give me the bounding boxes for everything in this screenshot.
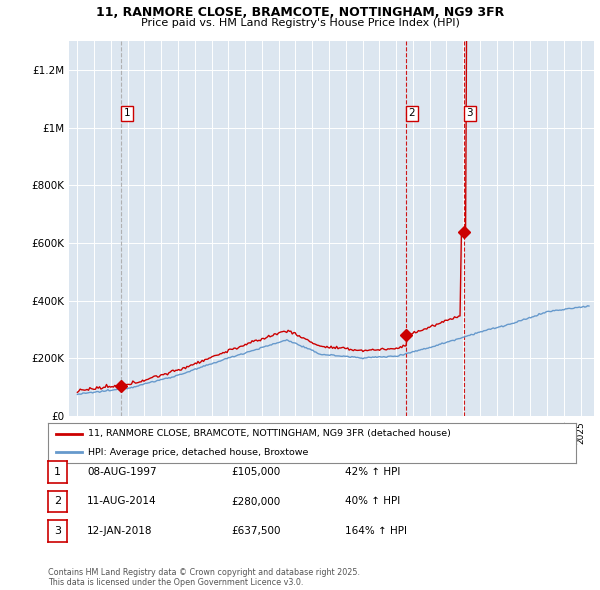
Text: £280,000: £280,000 <box>231 497 280 506</box>
Text: 1: 1 <box>124 109 130 119</box>
Text: 11, RANMORE CLOSE, BRAMCOTE, NOTTINGHAM, NG9 3FR (detached house): 11, RANMORE CLOSE, BRAMCOTE, NOTTINGHAM,… <box>88 430 451 438</box>
Text: 2: 2 <box>54 497 61 506</box>
Text: Contains HM Land Registry data © Crown copyright and database right 2025.
This d: Contains HM Land Registry data © Crown c… <box>48 568 360 587</box>
Text: 11-AUG-2014: 11-AUG-2014 <box>87 497 157 506</box>
Text: 08-AUG-1997: 08-AUG-1997 <box>87 467 157 477</box>
Text: 42% ↑ HPI: 42% ↑ HPI <box>345 467 400 477</box>
Text: HPI: Average price, detached house, Broxtowe: HPI: Average price, detached house, Brox… <box>88 448 308 457</box>
Text: 11, RANMORE CLOSE, BRAMCOTE, NOTTINGHAM, NG9 3FR: 11, RANMORE CLOSE, BRAMCOTE, NOTTINGHAM,… <box>96 6 504 19</box>
Text: 164% ↑ HPI: 164% ↑ HPI <box>345 526 407 536</box>
Text: 2: 2 <box>409 109 415 119</box>
Text: £105,000: £105,000 <box>231 467 280 477</box>
Text: Price paid vs. HM Land Registry's House Price Index (HPI): Price paid vs. HM Land Registry's House … <box>140 18 460 28</box>
Text: £637,500: £637,500 <box>231 526 281 536</box>
Text: 12-JAN-2018: 12-JAN-2018 <box>87 526 152 536</box>
Text: 1: 1 <box>54 467 61 477</box>
Text: 3: 3 <box>466 109 473 119</box>
Text: 3: 3 <box>54 526 61 536</box>
Text: 40% ↑ HPI: 40% ↑ HPI <box>345 497 400 506</box>
